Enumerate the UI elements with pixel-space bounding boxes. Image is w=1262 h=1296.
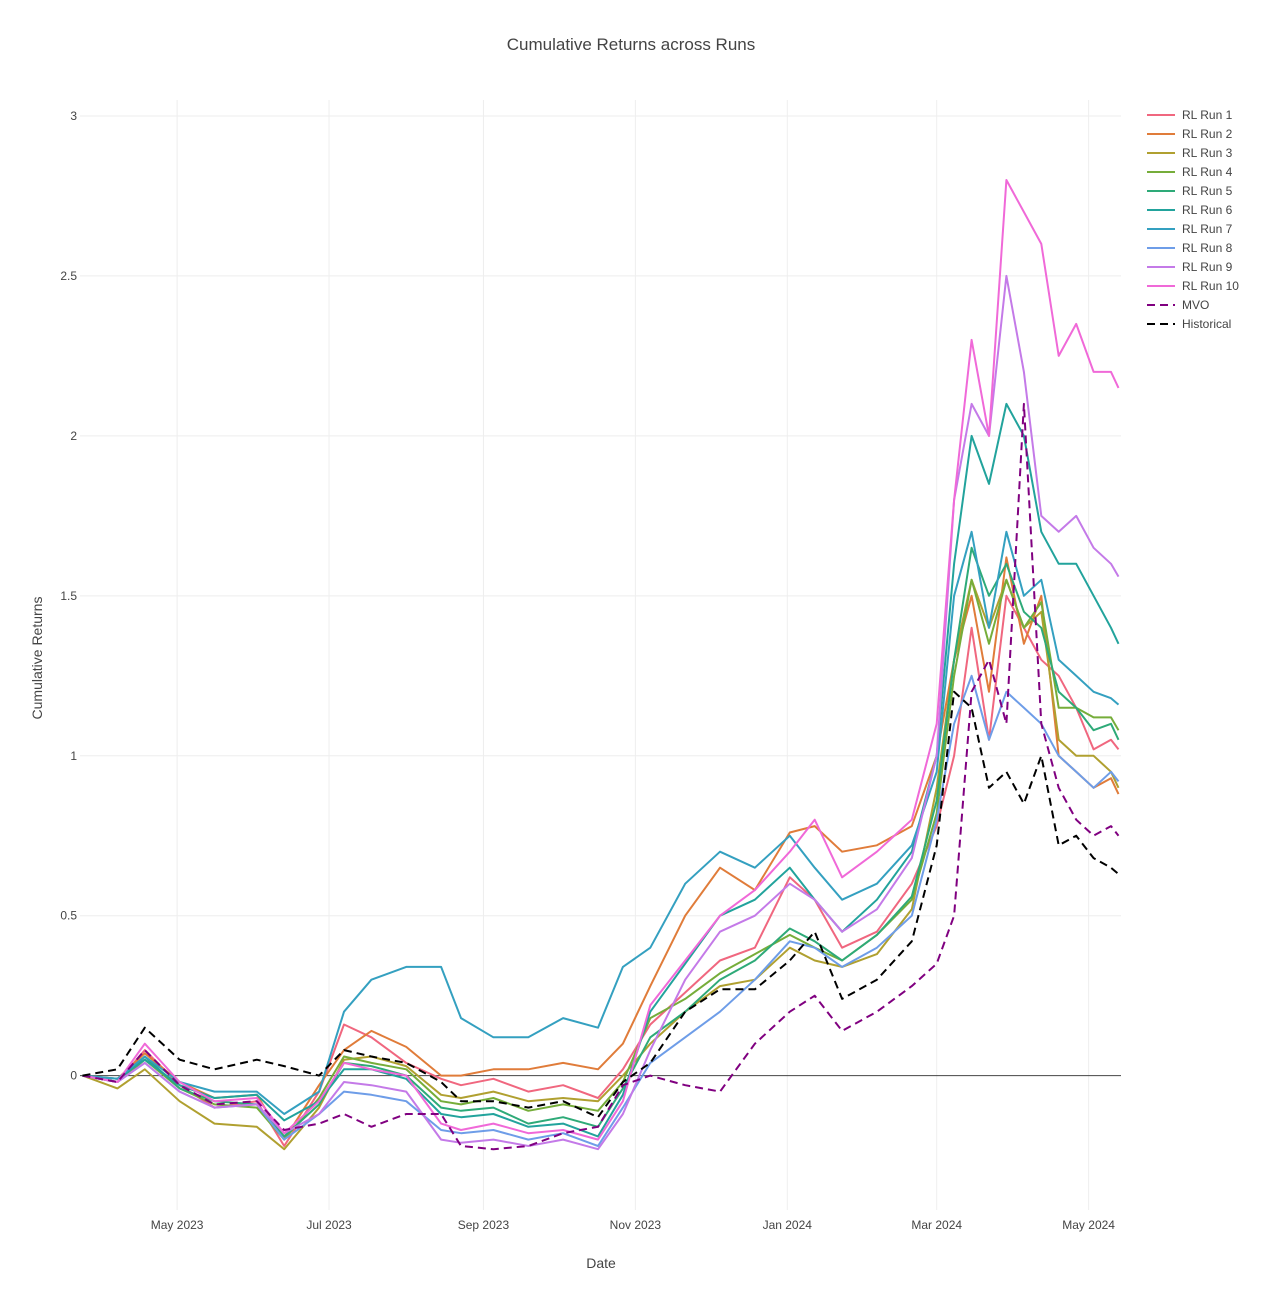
y-axis-title: Cumulative Returns [29,597,45,720]
x-tick-label: Jul 2023 [306,1218,352,1232]
legend-label: Historical [1182,317,1231,331]
legend-item[interactable]: RL Run 3 [1147,146,1233,160]
x-tick-label: Jan 2024 [763,1218,813,1232]
x-tick-labels: May 2023 Jul 2023 Sep 2023 Nov 2023 Jan 2024… [151,1218,1116,1232]
legend-item[interactable]: RL Run 4 [1147,165,1233,179]
legend-item[interactable]: RL Run 7 [1147,222,1233,236]
legend-item[interactable]: MVO [1147,298,1209,312]
legend-label: RL Run 7 [1182,222,1233,236]
x-tick-label: Mar 2024 [911,1218,962,1232]
series-line-mvo [82,402,1120,1151]
legend-item[interactable]: RL Run 2 [1147,127,1233,141]
series-line-historical [82,690,1120,1119]
x-tick-label: May 2023 [151,1218,204,1232]
series-lines [82,179,1120,1151]
x-tick-label: Nov 2023 [610,1218,662,1232]
y-tick-label: 1.5 [60,589,77,603]
legend-label: RL Run 6 [1182,203,1233,217]
x-gridlines [176,100,1090,1210]
series-line-rl-run-10 [82,179,1120,1141]
x-tick-label: Sep 2023 [458,1218,510,1232]
y-tick-label: 1 [70,749,77,763]
legend-label: MVO [1182,298,1209,312]
y-tick-labels: 0 0.5 1 1.5 2 2.5 3 [60,109,77,1083]
legend-label: RL Run 3 [1182,146,1233,160]
legend-label: RL Run 8 [1182,241,1233,255]
y-tick-label: 2.5 [60,269,77,283]
legend-item[interactable]: RL Run 6 [1147,203,1233,217]
legend-label: RL Run 1 [1182,108,1233,122]
x-tick-label: May 2024 [1062,1218,1115,1232]
series-line-rl-run-8 [82,674,1120,1147]
x-axis-title: Date [586,1255,616,1271]
legend-label: RL Run 10 [1182,279,1239,293]
y-tick-label: 3 [70,109,77,123]
series-line-rl-run-9 [82,274,1120,1151]
legend-item[interactable]: RL Run 10 [1147,279,1239,293]
legend[interactable]: RL Run 1 RL Run 2 RL Run 3 RL Run 4 RL Run 5… [1147,108,1239,331]
legend-label: RL Run 4 [1182,165,1233,179]
legend-item[interactable]: RL Run 1 [1147,108,1233,122]
series-line-rl-run-7 [82,530,1120,1115]
legend-label: RL Run 9 [1182,260,1233,274]
y-gridlines [80,115,1121,917]
y-tick-label: 0 [70,1069,77,1083]
legend-label: RL Run 2 [1182,127,1233,141]
legend-item[interactable]: RL Run 9 [1147,260,1233,274]
legend-item[interactable]: RL Run 5 [1147,184,1233,198]
legend-label: RL Run 5 [1182,184,1233,198]
y-tick-label: 0.5 [60,909,77,923]
series-line-rl-run-6 [82,402,1120,1138]
legend-item[interactable]: RL Run 8 [1147,241,1233,255]
legend-item[interactable]: Historical [1147,317,1231,331]
y-tick-label: 2 [70,429,77,443]
chart-title: Cumulative Returns across Runs [507,35,755,54]
